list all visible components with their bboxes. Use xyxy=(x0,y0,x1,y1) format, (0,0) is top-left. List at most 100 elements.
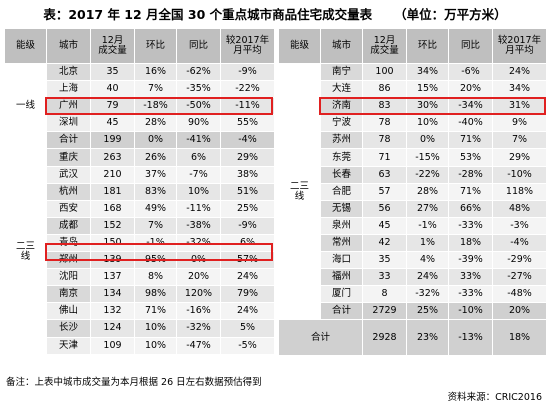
table-row: 合肥 57 28% 71% 118% xyxy=(279,182,547,201)
value-cell: 78 xyxy=(362,131,407,150)
table-row: 深圳 45 28% 90% 55% xyxy=(5,114,275,133)
table-row: 一线 北京 35 16% -62% -9% xyxy=(4,62,275,150)
value-cell: 78 xyxy=(362,114,407,133)
value-cell: 10% xyxy=(406,114,449,133)
value-cell: 49% xyxy=(134,199,177,218)
value-cell: 79% xyxy=(220,285,275,304)
value-cell: 48% xyxy=(492,199,547,218)
city-cell: 成都 xyxy=(46,216,91,235)
value-cell: -39% xyxy=(448,251,493,270)
value-cell: 132 xyxy=(90,302,135,321)
city-cell: 西安 xyxy=(46,199,91,218)
value-cell: 55% xyxy=(220,114,275,133)
value-cell: -38% xyxy=(176,216,221,235)
value-cell: 24% xyxy=(492,62,547,82)
value-cell: 109 xyxy=(90,336,135,355)
grand-total-value: 2928 xyxy=(362,319,407,357)
value-cell: 33% xyxy=(448,268,493,287)
value-cell: 16% xyxy=(134,62,177,82)
city-cell: 东莞 xyxy=(320,148,363,167)
header-vs-avg-text: 较2017年月平均 xyxy=(225,35,270,56)
value-cell: -18% xyxy=(134,97,177,116)
value-cell: 10% xyxy=(134,336,177,355)
value-cell: 8 xyxy=(362,285,407,304)
header-vs-avg: 较2017年月平均 xyxy=(492,28,547,64)
table-row: 青岛 150 -1% -32% 6% xyxy=(5,233,275,253)
title-text: 表：2017 年 12 月全国 30 个重点城市商品住宅成交量表 xyxy=(43,7,373,22)
total-value: -10% xyxy=(448,302,493,321)
value-cell: 10% xyxy=(134,319,177,338)
header-city: 城市 xyxy=(320,28,363,64)
city-cell: 佛山 xyxy=(46,302,91,321)
grand-total-row: 合计 2928 23% -13% 18% xyxy=(278,319,547,357)
tier-label: 二三线 xyxy=(278,62,321,321)
value-cell: 18% xyxy=(448,233,493,253)
value-cell: 71% xyxy=(134,302,177,321)
header-volume: 12月成交量 xyxy=(90,28,135,64)
grand-total-value: -13% xyxy=(448,319,493,357)
value-cell: 28% xyxy=(406,182,449,201)
left-table: 能级 城市 12月成交量 环比 同比 较2017年月平均 一线 北京 35 16% -6… xyxy=(4,28,275,355)
value-cell: -10% xyxy=(492,165,547,184)
value-cell: 118% xyxy=(492,182,547,201)
city-cell: 泉州 xyxy=(320,216,363,235)
header-volume-text: 12月成交量 xyxy=(98,35,127,56)
value-cell: 7% xyxy=(134,80,177,99)
city-cell: 重庆 xyxy=(46,148,91,167)
value-cell: 57 xyxy=(362,182,407,201)
value-cell: 29% xyxy=(220,148,275,167)
value-cell: 24% xyxy=(220,302,275,321)
value-cell: 45 xyxy=(90,114,135,133)
city-cell: 北京 xyxy=(46,62,91,82)
value-cell: -11% xyxy=(176,199,221,218)
city-cell: 合肥 xyxy=(320,182,363,201)
value-cell: 134 xyxy=(90,285,135,304)
left-header-row: 能级 城市 12月成交量 环比 同比 较2017年月平均 xyxy=(4,28,275,64)
value-cell: 71 xyxy=(362,148,407,167)
value-cell: 168 xyxy=(90,199,135,218)
city-cell: 广州 xyxy=(46,97,91,116)
header-vs-avg-text: 较2017年月平均 xyxy=(497,35,542,56)
value-cell: -15% xyxy=(406,148,449,167)
grand-total-label: 合计 xyxy=(278,319,363,357)
value-cell: 150 xyxy=(90,233,135,253)
value-cell: 83% xyxy=(134,182,177,201)
value-cell: 42 xyxy=(362,233,407,253)
value-cell: 7% xyxy=(134,216,177,235)
value-cell: 29% xyxy=(492,148,547,167)
table-row: 长沙 124 10% -32% 5% xyxy=(5,319,275,338)
value-cell: 210 xyxy=(90,165,135,184)
value-cell: 40 xyxy=(90,80,135,99)
header-yoy: 同比 xyxy=(448,28,493,64)
table-row: 沈阳 137 8% 20% 24% xyxy=(5,268,275,287)
table-row: 福州 33 24% 33% -27% xyxy=(279,268,547,287)
city-cell: 厦门 xyxy=(320,285,363,304)
value-cell: 45 xyxy=(362,216,407,235)
value-cell: 152 xyxy=(90,216,135,235)
value-cell: 30% xyxy=(406,97,449,116)
table-row: 东莞 71 -15% 53% 29% xyxy=(279,148,547,167)
value-cell: -32% xyxy=(406,285,449,304)
value-cell: -22% xyxy=(220,80,275,99)
value-cell: 71% xyxy=(448,182,493,201)
value-cell: -48% xyxy=(492,285,547,304)
value-cell: -6% xyxy=(448,62,493,82)
value-cell: 27% xyxy=(406,199,449,218)
value-cell: 35 xyxy=(90,62,135,82)
city-cell: 青岛 xyxy=(46,233,91,253)
table-row: 宁波 78 10% -40% 9% xyxy=(279,114,547,133)
city-cell: 武汉 xyxy=(46,165,91,184)
header-yoy: 同比 xyxy=(176,28,221,64)
value-cell: -11% xyxy=(220,97,275,116)
city-cell: 苏州 xyxy=(320,131,363,150)
value-cell: 5% xyxy=(220,319,275,338)
city-cell: 宁波 xyxy=(320,114,363,133)
table-row: 南京 134 98% 120% 79% xyxy=(5,285,275,304)
table-row: 无锡 56 27% 66% 48% xyxy=(279,199,547,218)
city-cell: 沈阳 xyxy=(46,268,91,287)
value-cell: 98% xyxy=(134,285,177,304)
city-cell: 长沙 xyxy=(46,319,91,338)
total-value: 25% xyxy=(406,302,449,321)
value-cell: 100 xyxy=(362,62,407,82)
value-cell: 4% xyxy=(406,251,449,270)
